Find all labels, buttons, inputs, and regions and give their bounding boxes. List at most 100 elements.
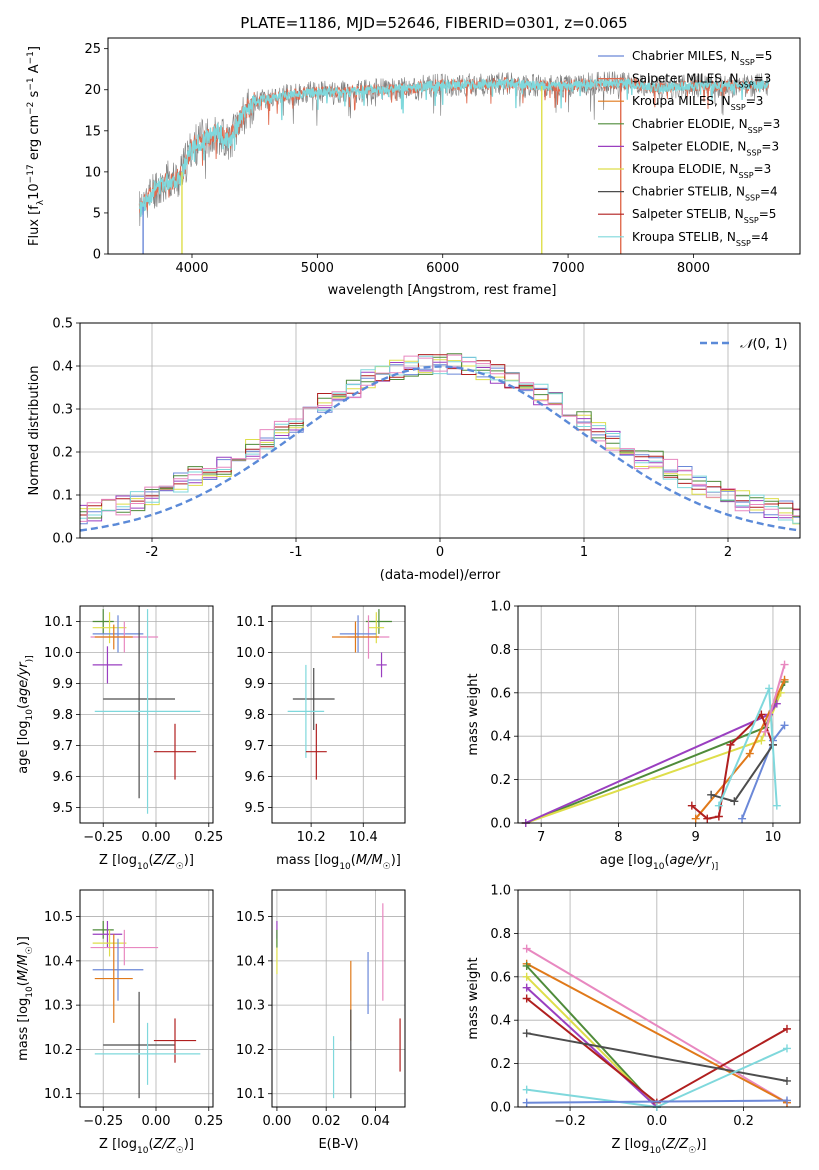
x-axis-label: Z [log10(Z/Z☉)] <box>612 1137 707 1156</box>
y-tick-label: 0.0 <box>490 817 511 832</box>
y-tick-label: 5 <box>93 206 101 221</box>
x-tick-label: 0.25 <box>194 1114 223 1129</box>
weight-marker <box>522 944 531 953</box>
weight-marker <box>707 790 716 799</box>
y-tick-label: 10.5 <box>236 910 265 925</box>
y-axis-label-part: −17 <box>26 164 36 183</box>
y-axis-label-part: −2 <box>26 102 36 115</box>
legend-subscript: SSP <box>740 58 755 67</box>
legend-subscript: SSP <box>736 238 751 247</box>
legend-label: Kroupa ELODIE, N <box>632 162 739 176</box>
weight-series-line <box>526 947 788 1104</box>
y-tick-label: 0 <box>93 248 101 263</box>
y-tick-label: 0.0 <box>490 1101 511 1116</box>
weight-marker <box>782 1024 791 1033</box>
legend-label: Salpeter ELODIE, N <box>632 139 746 153</box>
legend-subscript: SSP <box>746 148 761 157</box>
histogram-series <box>80 353 800 519</box>
y-axis-label-part: M/M <box>16 954 31 981</box>
y-tick-label: 0.4 <box>490 1014 511 1029</box>
x-axis-label-part: ( <box>664 853 669 868</box>
weight-marker <box>714 812 723 821</box>
y-tick-label: 20 <box>84 83 101 98</box>
y-axis-label-part: −1 <box>26 77 36 90</box>
x-axis-label: mass [log10(M/M☉)] <box>276 853 401 872</box>
y-tick-label: 9.8 <box>244 708 265 723</box>
legend-entry: Kroupa ELODIE, NSSP=3 <box>632 162 771 180</box>
legend-label: Chabrier STELIB, N <box>632 185 745 199</box>
weight-marker <box>782 1096 791 1105</box>
y-axis-label-part: λ <box>36 199 46 205</box>
legend-subscript: SSP <box>744 216 759 225</box>
legend-suffix: =3 <box>754 72 772 86</box>
age-vs-mass-panel: 10.2 10.4 9.5 9.6 9.7 9.8 9.9 10.0 10.1 mass [log… <box>236 605 406 872</box>
y-tick-label: 0.2 <box>490 1057 511 1072</box>
y-axis-label-part: mass [log <box>16 998 31 1061</box>
weight-marker <box>780 660 789 669</box>
y-axis-label-part: s <box>27 90 42 101</box>
legend-suffix: =4 <box>751 230 769 244</box>
weight-series-line <box>717 688 778 806</box>
weight-marker <box>687 801 696 810</box>
y-tick-label: 0.2 <box>52 446 73 461</box>
y-tick-label: 10.0 <box>44 646 73 661</box>
weight-marker <box>714 801 723 810</box>
x-axis-label: age [log10(age/yr)] <box>600 853 718 872</box>
y-axis-label-part: −1 <box>26 51 36 64</box>
x-tick-label: 0.04 <box>361 1114 390 1129</box>
legend-label: (0, 1) <box>752 337 787 352</box>
weight-marker <box>745 749 754 758</box>
x-tick-label: 1 <box>580 545 588 560</box>
legend-entry: Chabrier ELODIE, NSSP=3 <box>632 117 780 135</box>
weight-series-line <box>525 681 786 824</box>
weight-series-line <box>764 664 786 733</box>
y-tick-label: 10.2 <box>44 1043 73 1058</box>
spectrum-panel: 4000 5000 6000 7000 8000 0 5 10 15 20 25 PLATE=1186… <box>26 14 801 298</box>
x-axis-label-part: ( <box>148 853 153 868</box>
weight-marker <box>522 1029 531 1038</box>
weight-marker <box>761 727 770 736</box>
x-axis-label-part: Z/Z <box>665 1137 689 1152</box>
legend-subscript: SSP <box>748 125 763 134</box>
x-axis-label-part: ☉ <box>176 862 184 872</box>
weight-marker <box>730 797 739 806</box>
y-tick-label: 1.0 <box>490 600 511 615</box>
x-axis-label-part: Z [log <box>612 1137 650 1152</box>
y-tick-label: 9.9 <box>244 677 265 692</box>
y-tick-label: 0.2 <box>490 773 511 788</box>
legend-subscript: SSP <box>731 103 746 112</box>
y-axis-label: mass [log10(M/M☉)] <box>16 936 35 1061</box>
weight-series-line <box>526 986 658 1108</box>
y-tick-label: 0.5 <box>52 317 73 332</box>
x-axis-label-part: ☉ <box>176 1146 184 1156</box>
y-axis-label: Flux [fλ10−17 erg cm−2 s−1 A−1] <box>26 46 46 246</box>
weight-series-line <box>525 692 782 824</box>
histogram-series <box>80 359 800 525</box>
age-vs-mass-frame <box>271 605 406 824</box>
legend-entry: Kroupa MILES, NSSP=3 <box>632 94 763 112</box>
legend-suffix: =5 <box>755 49 773 63</box>
weight-marker <box>738 814 747 823</box>
y-axis-label-part: 10 <box>25 709 35 721</box>
legend-suffix: =4 <box>760 185 778 199</box>
x-tick-label: 0.00 <box>142 1114 171 1129</box>
y-tick-label: 9.5 <box>52 801 73 816</box>
x-tick-label: 10 <box>765 830 782 845</box>
y-tick-label: 10.3 <box>44 999 73 1014</box>
x-tick-label: 0.2 <box>733 1114 754 1129</box>
x-tick-label: −0.2 <box>554 1114 586 1129</box>
histogram-series <box>80 354 800 522</box>
y-tick-label: 25 <box>84 42 101 57</box>
x-tick-label: -1 <box>290 545 303 560</box>
y-axis-label-part: )] <box>16 936 31 946</box>
histogram-series <box>80 354 800 516</box>
legend-label: Salpeter MILES, N <box>632 72 739 86</box>
y-axis-label-part: 10 <box>27 183 42 200</box>
x-axis-label-part: age/yr <box>670 853 713 868</box>
age-vs-metallicity-panel: −0.25 0.00 0.25 9.5 9.6 9.7 9.8 9.9 10.0 10.1 Z [l… <box>16 605 223 872</box>
y-tick-label: 10.1 <box>44 1087 73 1102</box>
x-tick-label: 0 <box>436 545 444 560</box>
y-axis-label-part: A <box>27 64 42 77</box>
y-tick-label: 0.8 <box>490 643 511 658</box>
